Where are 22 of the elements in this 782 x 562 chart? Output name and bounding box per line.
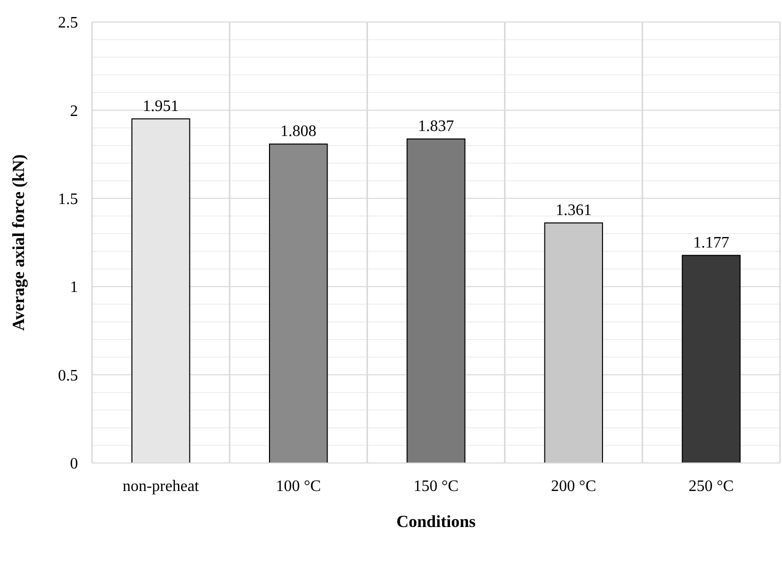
x-tick-label: 250 °C (688, 478, 734, 495)
data-label: 1.951 (142, 98, 179, 115)
data-label: 1.361 (556, 202, 592, 219)
y-tick-label: 1 (70, 279, 78, 296)
x-tick-label: 100 °C (276, 478, 321, 495)
data-label: 1.177 (693, 234, 730, 252)
bar (682, 254, 741, 464)
data-label: 1.837 (418, 118, 454, 135)
y-tick-label: 0 (70, 456, 78, 473)
y-tick-label: 2.5 (58, 14, 78, 32)
bar (269, 144, 328, 464)
y-tick-label: 2 (70, 102, 78, 120)
x-tick-label: non-preheat (122, 478, 200, 495)
y-tick-label: 0.5 (58, 367, 78, 384)
y-axis-title: Average axial force (kN) (9, 154, 28, 331)
bar (406, 138, 466, 464)
x-tick-label: 150 °C (413, 478, 459, 495)
x-axis-title: Conditions (396, 512, 476, 531)
bar (544, 222, 603, 464)
data-label: 1.808 (280, 123, 316, 140)
x-tick-label: 200 °C (551, 478, 596, 495)
y-tick-label: 1.5 (58, 191, 78, 208)
